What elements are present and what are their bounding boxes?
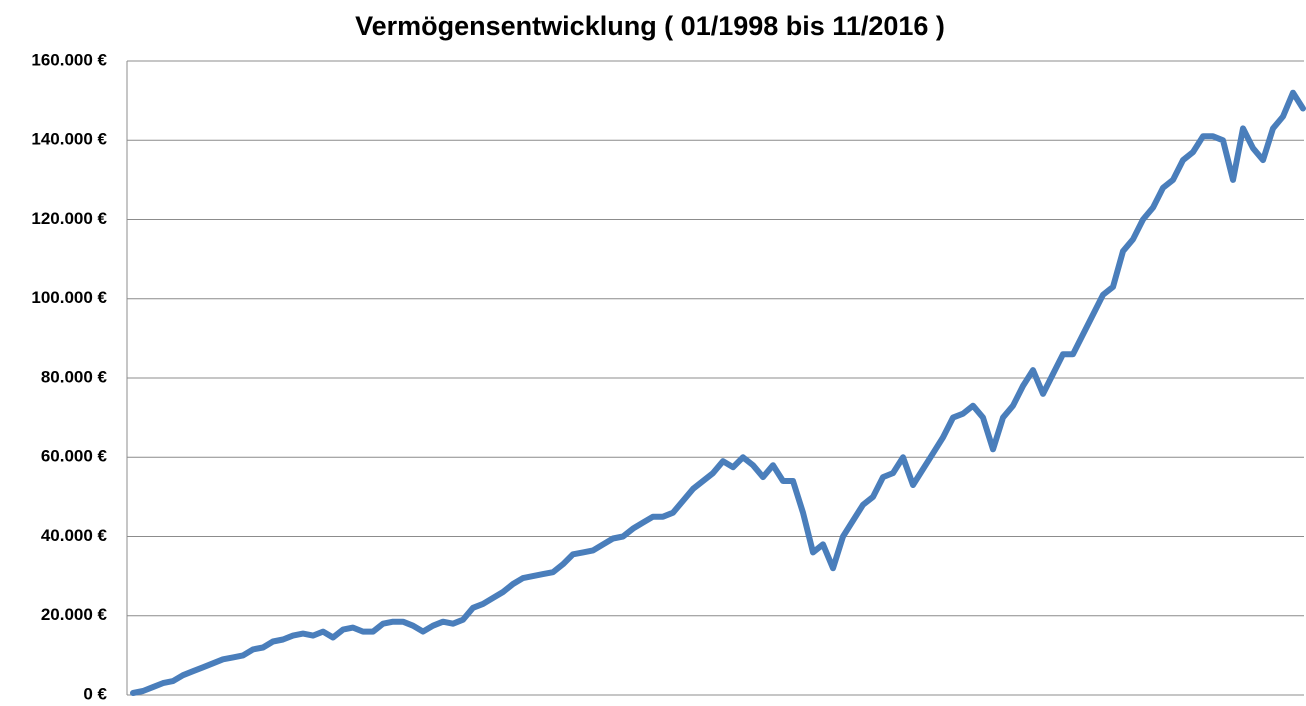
chart-title: Vermögensentwicklung ( 01/1998 bis 11/20… bbox=[355, 11, 945, 41]
data-line bbox=[130, 89, 1306, 696]
y-tick-label: 140.000 € bbox=[31, 130, 107, 149]
y-tick-label: 0 € bbox=[83, 684, 107, 703]
y-tick-label: 80.000 € bbox=[41, 367, 108, 386]
y-tick-label: 160.000 € bbox=[31, 50, 107, 69]
y-tick-label: 20.000 € bbox=[41, 605, 108, 624]
y-tick-label: 120.000 € bbox=[31, 209, 107, 228]
y-tick-label: 40.000 € bbox=[41, 526, 108, 545]
y-tick-label: 100.000 € bbox=[31, 288, 107, 307]
y-tick-label: 60.000 € bbox=[41, 447, 108, 466]
